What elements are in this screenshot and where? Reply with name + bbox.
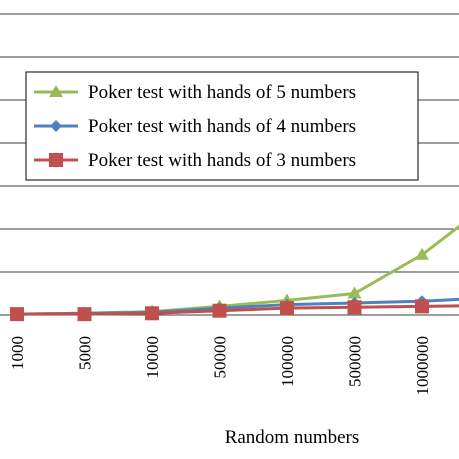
- data-point-square: [10, 307, 24, 322]
- x-axis-title: Random numbers: [225, 427, 360, 448]
- data-point-diamond: [50, 120, 62, 132]
- legend-box: [25, 71, 419, 181]
- data-point-triangle: [347, 286, 362, 299]
- data-point-triangle: [415, 247, 429, 260]
- x-tick-label: 50000: [211, 336, 230, 379]
- legend: Poker test with hands of 5 numbers Poker …: [25, 71, 419, 181]
- series-layer: [10, 224, 459, 322]
- data-point-square: [49, 153, 63, 167]
- legend-entry: Poker test with hands of 5 numbers: [34, 82, 356, 103]
- x-tick-label: 5000: [76, 336, 95, 370]
- legend-entry: Poker test with hands of 3 numbers: [34, 150, 356, 171]
- data-point-square: [280, 301, 294, 316]
- series-line: [17, 304, 459, 316]
- x-tick-label: 10000: [143, 336, 162, 379]
- legend-label: Poker test with hands of 5 numbers: [88, 82, 356, 103]
- data-point-square: [145, 306, 159, 321]
- series-line: [16, 224, 459, 316]
- data-point-square: [212, 303, 227, 318]
- x-tick-labels: 1000500010000500001000005000001000000500…: [8, 336, 432, 396]
- data-point-triangle: [49, 85, 63, 97]
- x-tick-label: 1000000: [413, 336, 432, 396]
- legend-label: Poker test with hands of 4 numbers: [88, 116, 356, 137]
- x-tick-label: 500000: [346, 336, 365, 387]
- data-point-square: [77, 307, 92, 322]
- legend-entry: Poker test with hands of 4 numbers: [34, 116, 356, 137]
- series-3: [10, 299, 459, 322]
- data-point-square: [347, 300, 362, 315]
- x-tick-label: 1000: [8, 336, 27, 370]
- legend-label: Poker test with hands of 3 numbers: [88, 150, 356, 171]
- x-tick-label: 100000: [278, 336, 297, 387]
- data-point-square: [415, 299, 429, 314]
